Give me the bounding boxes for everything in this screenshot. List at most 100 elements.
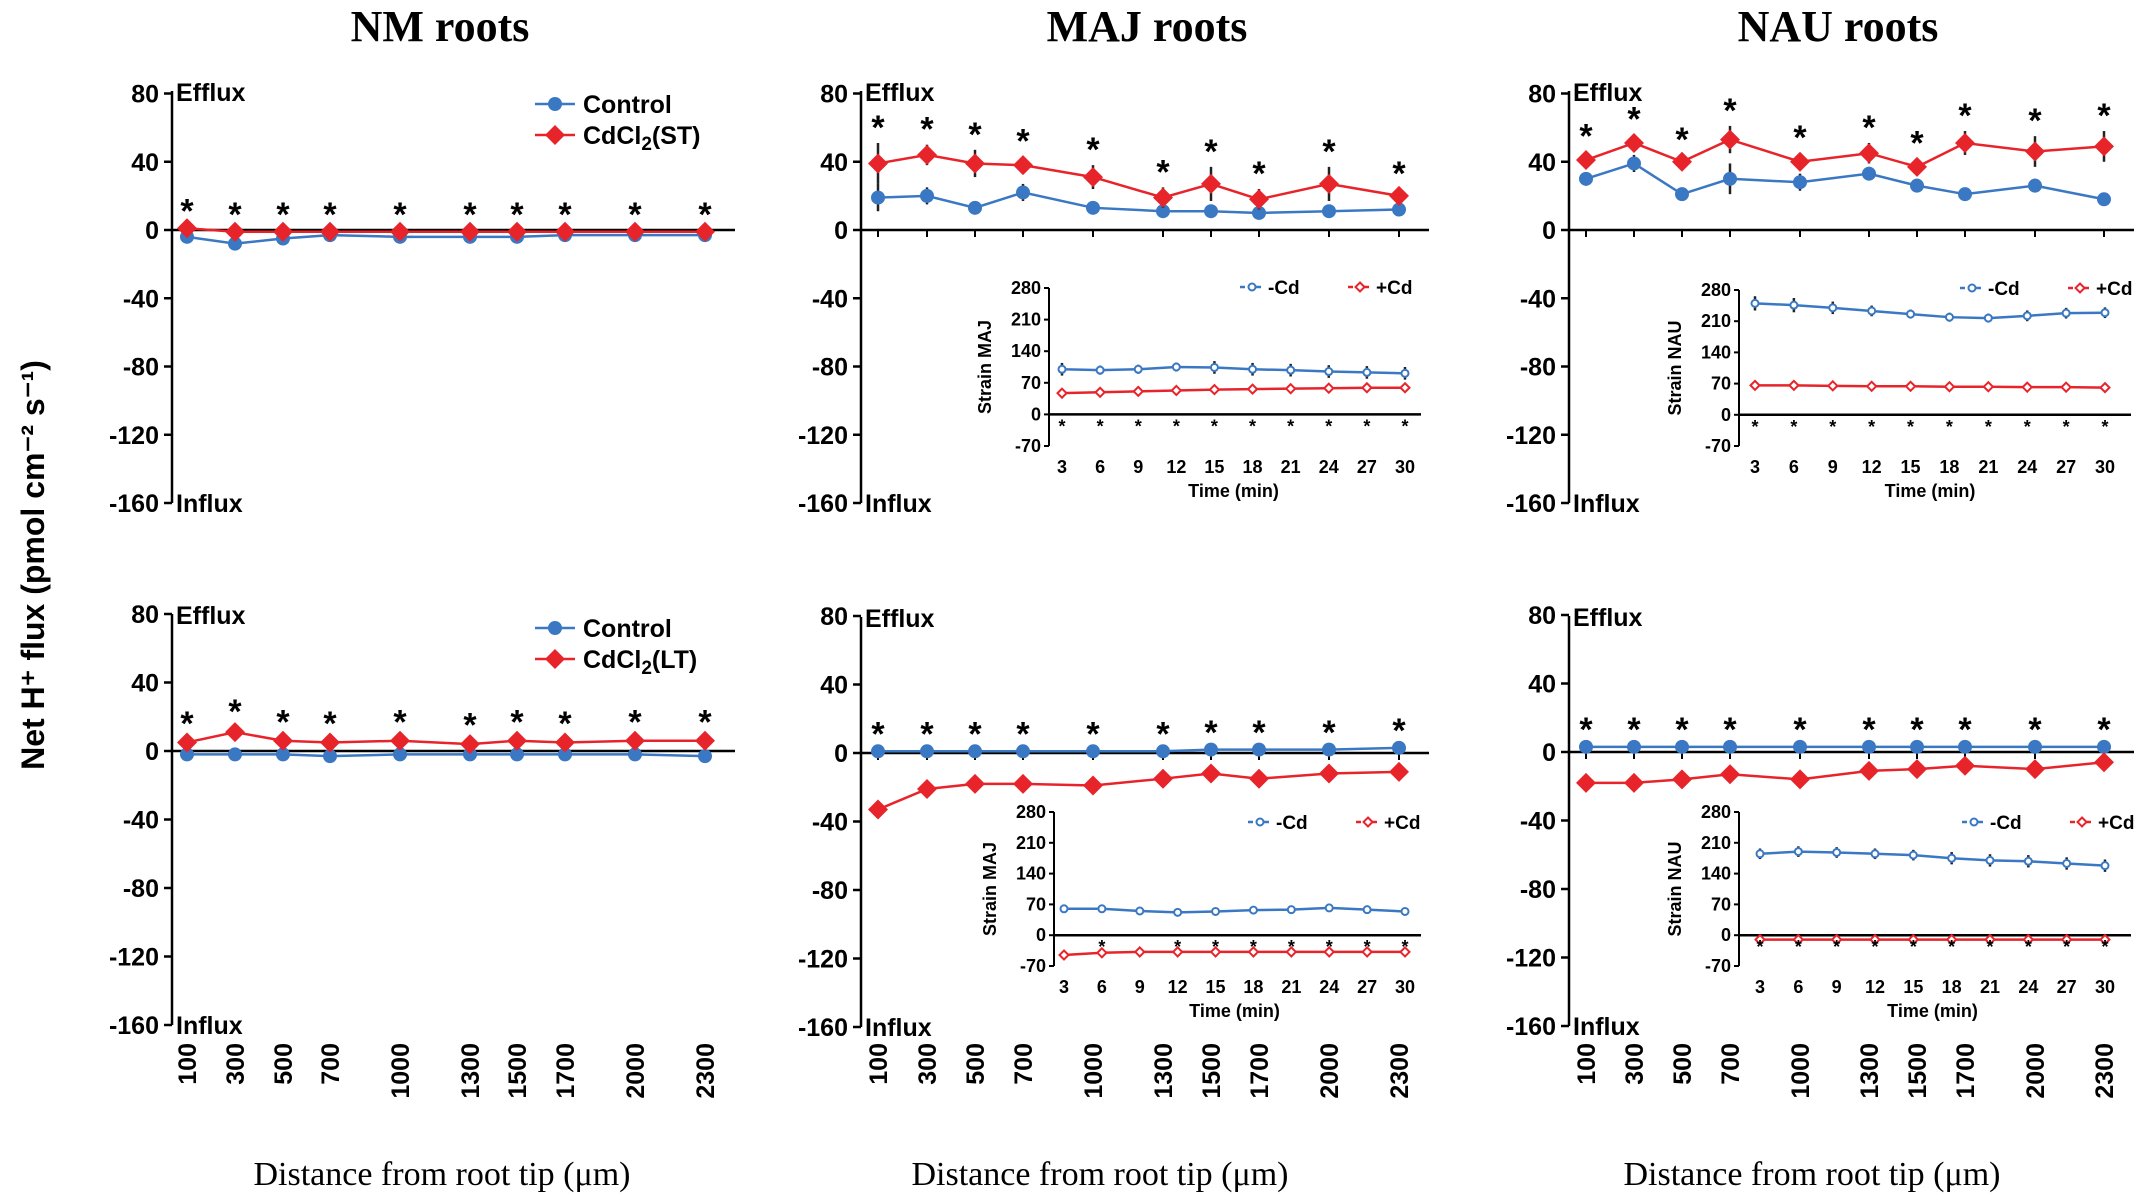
- significance-star: *: [180, 705, 194, 743]
- inset-legend: -Cd +Cd: [1960, 279, 2132, 300]
- inset-data-point: [1286, 905, 1296, 915]
- inset-data-point: [1755, 849, 1765, 859]
- y-tick-label: -40: [812, 285, 848, 313]
- significance-star: *: [1252, 714, 1266, 752]
- series-line: [1586, 761, 2105, 785]
- inset-x-label: Time (min): [1189, 1001, 1280, 1021]
- inset-significance-star: *: [1946, 417, 1953, 437]
- inset-data-point: [1209, 362, 1219, 372]
- significance-star: *: [1252, 155, 1266, 193]
- inset-legend-marker: [1967, 283, 1977, 293]
- x-tick-label: 2300: [1386, 1043, 1414, 1099]
- inset-data-point: [1787, 379, 1800, 392]
- inset-x-tick-label: 12: [1862, 457, 1882, 477]
- data-point: [507, 221, 527, 242]
- panel-title: NAU roots: [1738, 2, 1939, 51]
- x-axis-label-3: Distance from root tip (μm): [1623, 1156, 2000, 1193]
- legend: Control CdCl2(LT): [535, 615, 697, 679]
- y-tick-label: -120: [1506, 422, 1556, 450]
- inset-y-tick-label: 0: [1721, 925, 1731, 945]
- x-tick-label: 1700: [552, 1043, 580, 1099]
- y-tick-label: -80: [1520, 354, 1556, 382]
- inset-data-point: [1095, 365, 1105, 375]
- significance-star: *: [1958, 711, 1972, 749]
- panel-nm-lt: 80 40 0 -40 -80 -120 -160 100 300 500 700 1000 1300 1…: [109, 601, 735, 1099]
- data-point: [1579, 171, 1593, 186]
- series-line: [186, 227, 705, 233]
- inset-data-point: [1286, 365, 1296, 375]
- y-tick-label: -120: [109, 422, 159, 450]
- inset-data-point: [1870, 849, 1880, 859]
- data-point: [695, 730, 715, 751]
- inset-x-tick-label: 6: [1789, 457, 1799, 477]
- significance-star: *: [1086, 716, 1100, 754]
- series-cd: [868, 761, 1409, 820]
- series-line: [1585, 138, 2105, 169]
- significance-star: *: [558, 705, 572, 743]
- inset-legend-marker: [2074, 282, 2086, 294]
- inset-data-point: [1792, 933, 1805, 946]
- data-point: [1201, 763, 1221, 784]
- inset-significance-star: *: [1756, 937, 1763, 957]
- inset-series-line: [1064, 906, 1406, 914]
- x-tick-label: 2000: [2022, 1043, 2050, 1099]
- x-tick-label: 2300: [692, 1043, 720, 1099]
- inset-x-tick-label: 21: [1978, 457, 1998, 477]
- inset-x-tick-label: 27: [2057, 977, 2077, 997]
- significance-star: *: [510, 196, 524, 234]
- inset-x-tick-label: 24: [1319, 457, 1339, 477]
- inset-data-point: [2062, 858, 2072, 868]
- y-tick-label: -40: [123, 285, 159, 313]
- data-point: [510, 747, 524, 762]
- y-tick-label: -160: [1506, 490, 1556, 518]
- data-point: [1576, 772, 1596, 793]
- inset-data-point: [2100, 861, 2110, 871]
- significance-star: *: [920, 111, 934, 149]
- data-point: [228, 236, 242, 251]
- panel-maj-st: MAJ roots 80 40 0 -40 -80 -120 -160 Efflux Influx…: [798, 2, 1429, 518]
- data-point: [1249, 768, 1269, 789]
- data-point: [1392, 202, 1406, 217]
- inset-y-tick-label: 0: [1721, 405, 1731, 425]
- inset-significance-star: *: [1795, 937, 1802, 957]
- inset-data-point: [2100, 308, 2110, 318]
- efflux-label: Efflux: [865, 79, 935, 107]
- data-point: [1672, 769, 1692, 790]
- data-point: [273, 730, 293, 751]
- inset-data-point: [1094, 386, 1107, 399]
- y-tick-label: -160: [109, 1012, 159, 1040]
- inset-legend-marker: [1247, 282, 1257, 292]
- inset-data-point: [1908, 850, 1918, 860]
- inset-data-point: [1135, 906, 1145, 916]
- series-cd: [868, 142, 1409, 210]
- inset-data-point: [2023, 856, 2033, 866]
- data-point: [1790, 769, 1810, 790]
- data-point: [2097, 739, 2111, 754]
- data-point: [1252, 742, 1266, 757]
- inset-y-tick-label: 210: [1016, 833, 1046, 853]
- inset-significance-star: *: [1058, 416, 1065, 436]
- inset-significance-star: *: [1287, 416, 1294, 436]
- inset-x-tick-label: 18: [1243, 457, 1263, 477]
- y-tick-label: -120: [798, 422, 848, 450]
- significance-star: *: [1627, 100, 1641, 138]
- series-line: [877, 191, 1400, 215]
- inset-data-point: [2060, 933, 2073, 946]
- y-tick-label: -160: [109, 490, 159, 518]
- inset-data-point: [1322, 382, 1335, 395]
- inset-x-label: Time (min): [1885, 481, 1976, 501]
- data-point: [225, 722, 245, 743]
- inset-data-point: [1171, 946, 1184, 958]
- significance-star: *: [323, 196, 337, 234]
- inset-significance-star: *: [2063, 937, 2070, 957]
- x-tick-label: 1700: [1952, 1043, 1980, 1099]
- inset-legend-label: -Cd: [1276, 813, 1308, 834]
- inset-data-point: [1133, 364, 1143, 374]
- inset-x-tick-label: 6: [1097, 977, 1107, 997]
- inset-data-point: [1399, 946, 1411, 958]
- inset-significance-star: *: [1135, 416, 1142, 436]
- inset-x-tick-label: 24: [1319, 977, 1339, 997]
- x-tick-label: 1000: [1080, 1043, 1108, 1099]
- influx-label: Influx: [176, 490, 243, 518]
- data-point: [1624, 132, 1644, 153]
